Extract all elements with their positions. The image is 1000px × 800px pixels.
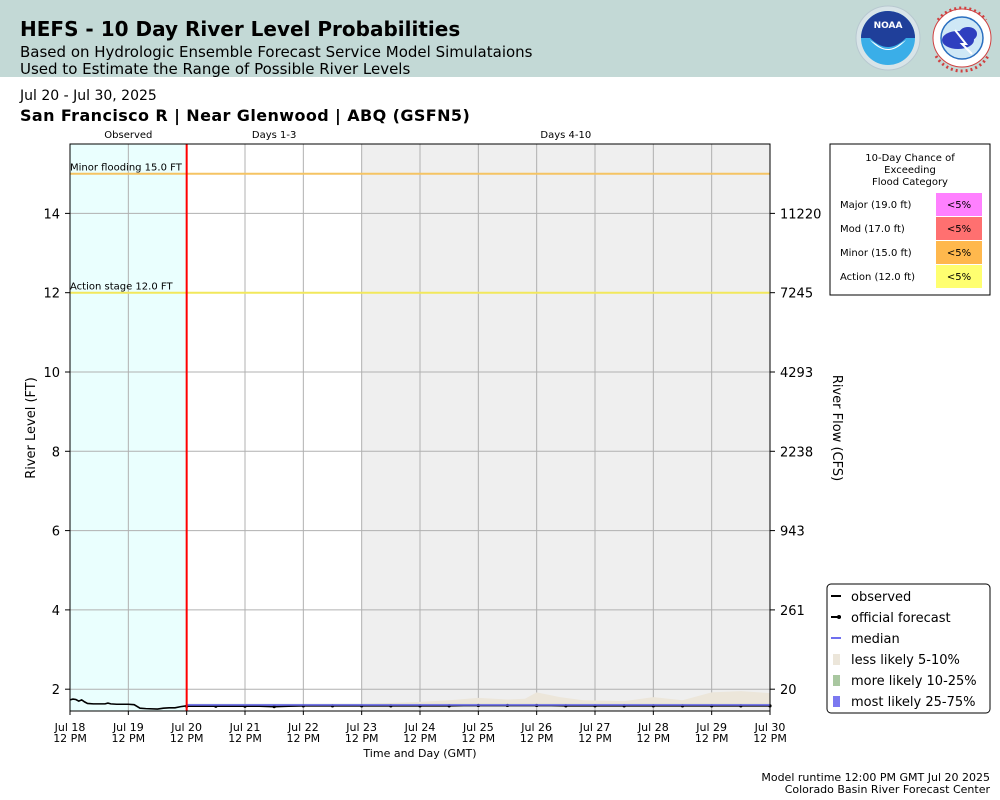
x-tick-label-day: Jul 23: [345, 721, 377, 734]
series-line-0: [69, 698, 187, 710]
x-axis-label: Time and Day (GMT): [362, 747, 476, 760]
station-name: San Francisco R | Near Glenwood | ABQ (G…: [20, 106, 471, 125]
x-tick-label-time: 12 PM: [228, 732, 262, 745]
flood-table-chance: <5%: [947, 224, 971, 235]
x-tick-label-day: Jul 18: [54, 721, 86, 734]
y-tick-label: 2: [52, 683, 60, 698]
flood-table-category: Action (12.0 ft): [840, 272, 915, 283]
x-tick-label-day: Jul 22: [287, 721, 319, 734]
national-weather-service-logo: [932, 6, 992, 73]
x-tick-label-day: Jul 24: [404, 721, 436, 734]
x-tick-label-time: 12 PM: [637, 732, 671, 745]
x-tick-label-time: 12 PM: [695, 732, 729, 745]
model-runtime: Model runtime 12:00 PM GMT Jul 20 2025: [761, 771, 990, 784]
flood-table-title-line: 10-Day Chance of: [865, 153, 955, 164]
legend-swatch-dot: [837, 615, 841, 619]
y-right-tick-label: 2238: [780, 445, 813, 460]
flood-table-category: Major (19.0 ft): [840, 200, 912, 211]
x-tick-label-time: 12 PM: [578, 732, 612, 745]
x-tick-label-time: 12 PM: [403, 732, 437, 745]
y-axis-label: River Level (FT): [24, 377, 39, 479]
flood-table-chance-cell: [936, 193, 982, 216]
band-0: [186, 691, 770, 708]
x-tick-label-time: 12 PM: [170, 732, 204, 745]
x-tick-label-day: Jul 29: [695, 721, 727, 734]
legend-label: most likely 25-75%: [851, 695, 975, 710]
subtitle-line-2: Used to Estimate the Range of Possible R…: [20, 60, 411, 78]
y-right-tick-label: 261: [780, 604, 805, 619]
legend-label: observed: [851, 590, 911, 605]
y-right-tick-label: 11220: [780, 207, 821, 222]
svg-text:NOAA: NOAA: [874, 21, 903, 31]
legend-label: official forecast: [851, 611, 951, 626]
flood-table-title-line: Flood Category: [872, 177, 948, 188]
x-tick-label-time: 12 PM: [53, 732, 87, 745]
y-tick-label: 14: [43, 207, 60, 222]
flood-table-chance: <5%: [947, 272, 971, 283]
y-right-tick-label: 7245: [780, 287, 813, 302]
legend-frame: [826, 583, 991, 714]
x-tick-label-day: Jul 27: [579, 721, 611, 734]
x-tick-label-time: 12 PM: [462, 732, 496, 745]
y-right-tick-label: 4293: [780, 366, 813, 381]
flood-table-chance: <5%: [947, 248, 971, 259]
x-tick-label-day: Jul 26: [520, 721, 552, 734]
flood-table-category: Mod (17.0 ft): [840, 224, 905, 235]
y-right-tick-label: 943: [780, 525, 805, 540]
legend-swatch: [833, 696, 840, 707]
legend-swatch: [833, 675, 840, 686]
period-label-1: Days 1-3: [252, 130, 296, 141]
x-tick-label-day: Jul 19: [112, 721, 144, 734]
y-tick-label: 6: [52, 525, 60, 540]
y-tick-label: 12: [43, 287, 60, 302]
period-background-1: [186, 144, 362, 711]
threshold-label-1: Action stage 12.0 FT: [70, 282, 173, 293]
x-tick-label-time: 12 PM: [287, 732, 321, 745]
x-tick-label-day: Jul 20: [170, 721, 202, 734]
x-tick-label-time: 12 PM: [112, 732, 146, 745]
noaa-logo: NOAA: [855, 5, 921, 71]
flood-table-chance: <5%: [947, 200, 971, 211]
x-tick-label-day: Jul 25: [462, 721, 494, 734]
legend-swatch: [833, 654, 840, 665]
forecast-center: Colorado Basin River Forecast Center: [784, 783, 990, 796]
legend-label: median: [851, 632, 900, 647]
period-label-2: Days 4-10: [540, 130, 591, 141]
y-tick-label: 10: [43, 366, 60, 381]
flood-table-chance-cell: [936, 265, 982, 288]
period-label-0: Observed: [104, 130, 152, 141]
flood-table-category: Minor (15.0 ft): [840, 248, 912, 259]
header-banner: [0, 0, 1000, 77]
x-tick-label-time: 12 PM: [520, 732, 554, 745]
y-right-tick-label: 20: [780, 683, 797, 698]
subtitle-line-1: Based on Hydrologic Ensemble Forecast Se…: [20, 43, 533, 61]
period-background-2: [361, 144, 770, 711]
y-tick-label: 8: [52, 445, 60, 460]
x-tick-label-day: Jul 28: [637, 721, 669, 734]
y-tick-label: 4: [52, 604, 60, 619]
flood-table-chance-cell: [936, 217, 982, 240]
y-axis-label-right: River Flow (CFS): [829, 375, 844, 481]
flood-table-title-line: Exceeding: [884, 165, 936, 176]
threshold-label-0: Minor flooding 15.0 FT: [70, 163, 183, 174]
date-range: Jul 20 - Jul 30, 2025: [20, 88, 157, 104]
x-tick-label-time: 12 PM: [753, 732, 787, 745]
legend-label: less likely 5-10%: [851, 653, 960, 668]
flood-table-chance-cell: [936, 241, 982, 264]
legend-label: more likely 10-25%: [851, 674, 977, 689]
x-tick-label-time: 12 PM: [345, 732, 379, 745]
forecast-point: [272, 705, 276, 709]
x-tick-label-day: Jul 30: [754, 721, 786, 734]
page-title: HEFS - 10 Day River Level Probabilities: [20, 17, 461, 41]
x-tick-label-day: Jul 21: [229, 721, 261, 734]
